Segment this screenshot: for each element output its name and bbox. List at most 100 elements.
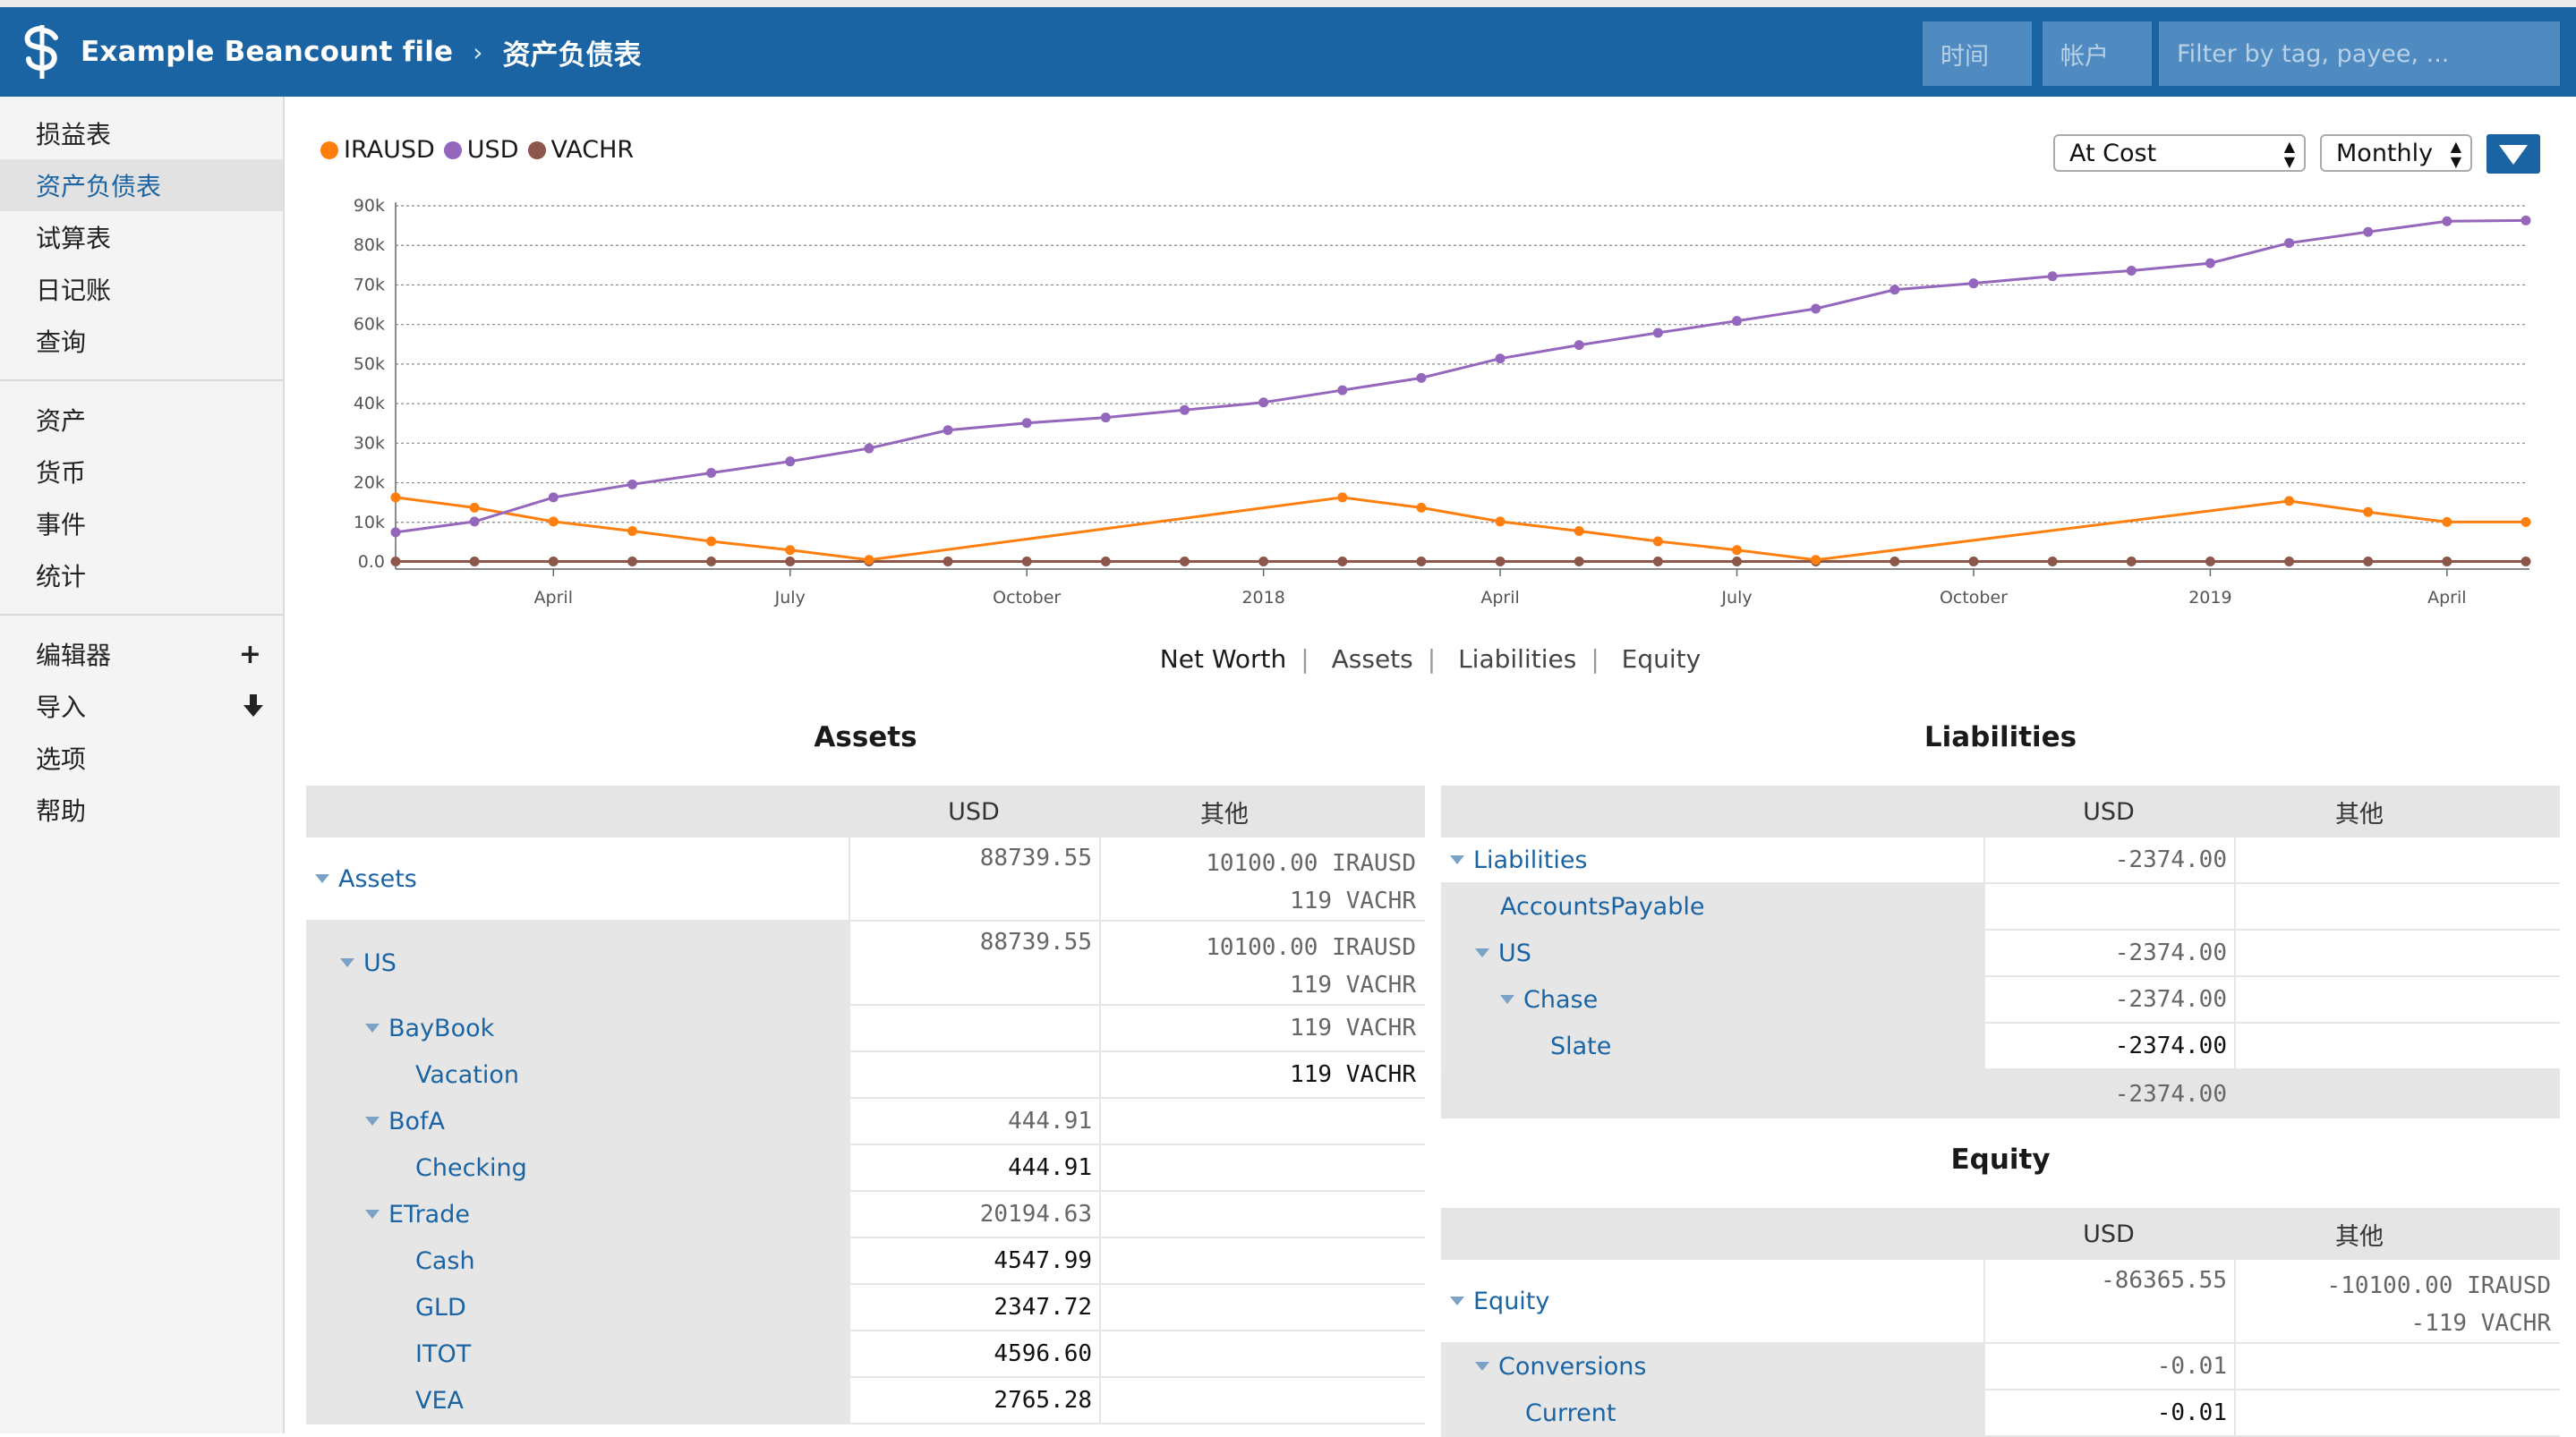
account-link[interactable]: Cash	[415, 1246, 475, 1275]
account-link[interactable]: AccountsPayable	[1500, 892, 1705, 921]
sidebar-item-label: 损益表	[36, 120, 112, 149]
other-amount-cell: 119 VACHR	[1099, 1052, 1425, 1097]
legend-item-irausd[interactable]: IRAUSD	[320, 136, 435, 164]
account-link[interactable]: BofA	[388, 1107, 446, 1135]
sidebar-item-help[interactable]: 帮助	[0, 784, 283, 836]
account-link[interactable]: US	[363, 948, 397, 977]
account-link[interactable]: Equity	[1473, 1287, 1550, 1315]
tag-payee-filter-input[interactable]: Filter by tag, payee, ...	[2159, 21, 2560, 86]
account-link[interactable]: Chase	[1523, 985, 1599, 1014]
legend-label: IRAUSD	[344, 136, 435, 164]
other-amount-cell	[1099, 1145, 1425, 1190]
account-row: AccountsPayable	[1441, 884, 2560, 931]
account-link[interactable]: ITOT	[415, 1339, 472, 1368]
account-name-cell: Conversions	[1441, 1344, 1983, 1389]
sidebar-item-label: 统计	[36, 562, 87, 591]
account-link[interactable]: VEA	[415, 1386, 464, 1415]
column-header-usd[interactable]: USD	[2083, 797, 2135, 826]
data-point-irausd	[2442, 516, 2452, 527]
other-amount-cell	[1099, 1238, 1425, 1283]
account-link[interactable]: Current	[1525, 1399, 1616, 1427]
sidebar-item-statistics[interactable]: 统计	[0, 549, 283, 601]
interval-select[interactable]: Monthly ▲ ▼	[2320, 134, 2472, 172]
sidebar-item-label: 选项	[36, 744, 87, 774]
sidebar-item-options[interactable]: 选项	[0, 732, 283, 784]
other-amount-line: 119 VACHR	[1290, 972, 1416, 999]
usd-amount-cell: -86365.55	[1983, 1260, 2234, 1342]
account-link[interactable]: ETrade	[388, 1200, 470, 1229]
account-link[interactable]: Slate	[1550, 1032, 1612, 1060]
tab-liabilities[interactable]: Liabilities	[1458, 644, 1577, 674]
sidebar-item-import[interactable]: 导入	[0, 680, 283, 732]
sidebar-item-income-statement[interactable]: 损益表	[0, 107, 283, 159]
account-link[interactable]: GLD	[415, 1293, 466, 1322]
data-point-vachr	[2047, 556, 2058, 566]
data-point-vachr	[785, 556, 796, 566]
sidebar-item-commodities[interactable]: 货币	[0, 446, 283, 497]
expand-triangle-icon[interactable]	[1450, 1297, 1464, 1305]
data-point-usd	[469, 516, 480, 527]
app-title[interactable]: Example Beancount file	[81, 36, 454, 68]
account-filter-input[interactable]: 帐户	[2043, 21, 2152, 86]
account-link[interactable]: Liabilities	[1473, 846, 1588, 874]
legend-item-vachr[interactable]: VACHR	[527, 136, 634, 164]
tab-equity[interactable]: Equity	[1621, 644, 1702, 674]
account-row: ETrade 20194.63	[306, 1192, 1425, 1238]
usd-amount-cell: 2347.72	[849, 1285, 1099, 1330]
time-filter-input[interactable]: 时间	[1923, 21, 2032, 86]
expand-triangle-icon[interactable]	[365, 1117, 380, 1126]
legend-item-usd[interactable]: USD	[443, 136, 519, 164]
data-point-irausd	[1652, 536, 1663, 547]
expand-triangle-icon[interactable]	[1450, 855, 1464, 864]
account-row: US -2374.00	[1441, 931, 2560, 977]
expand-triangle-icon[interactable]	[365, 1210, 380, 1219]
sidebar-item-events[interactable]: 事件	[0, 497, 283, 549]
data-point-irausd	[1416, 502, 1427, 513]
column-header-other[interactable]: 其他	[2335, 800, 2384, 829]
expand-triangle-icon[interactable]	[1475, 1362, 1489, 1371]
valuation-select[interactable]: At Cost ▲ ▼	[2053, 134, 2306, 172]
expand-triangle-icon[interactable]	[315, 874, 329, 883]
other-amount-cell	[1099, 1099, 1425, 1144]
expand-triangle-icon[interactable]	[340, 958, 354, 967]
expand-triangle-icon[interactable]	[1500, 995, 1514, 1004]
account-link[interactable]: Vacation	[415, 1060, 520, 1089]
usd-amount-cell: -2374.00	[1983, 977, 2234, 1022]
tab-net-worth[interactable]: Net Worth	[1159, 644, 1287, 674]
expand-triangle-icon[interactable]	[365, 1024, 380, 1033]
account-link[interactable]: Checking	[415, 1153, 527, 1182]
account-row: BayBook 119 VACHR	[306, 1006, 1425, 1052]
data-point-vachr	[2205, 556, 2215, 566]
data-point-vachr	[706, 556, 717, 566]
account-link[interactable]: BayBook	[388, 1014, 495, 1042]
account-row: VEA 2765.28	[306, 1378, 1425, 1424]
chart-toggle-button[interactable]	[2486, 134, 2540, 174]
data-point-usd	[2284, 238, 2295, 249]
account-row: Vacation 119 VACHR	[306, 1052, 1425, 1099]
column-header-other[interactable]: 其他	[1200, 800, 1249, 829]
download-icon[interactable]	[243, 694, 263, 718]
sidebar-item-balance-sheet[interactable]: 资产负债表	[0, 159, 283, 211]
sidebar-item-query[interactable]: 查询	[0, 315, 283, 367]
sidebar-item-editor[interactable]: 编辑器 +	[0, 628, 283, 680]
account-link[interactable]: Conversions	[1498, 1352, 1647, 1381]
beancount-logo-icon[interactable]	[20, 25, 64, 79]
expand-triangle-icon[interactable]	[1475, 948, 1489, 957]
account-link[interactable]: US	[1498, 939, 1531, 967]
sidebar-item-trial-balance[interactable]: 试算表	[0, 211, 283, 263]
column-header-other[interactable]: 其他	[2335, 1222, 2384, 1251]
tab-assets[interactable]: Assets	[1331, 644, 1413, 674]
data-point-vachr	[1495, 556, 1506, 566]
series-line-irausd	[395, 496, 2526, 562]
add-icon[interactable]: +	[238, 638, 261, 670]
tag-payee-filter-placeholder: Filter by tag, payee, ...	[2177, 39, 2450, 68]
column-header-usd[interactable]: USD	[948, 797, 1000, 826]
column-header-usd[interactable]: USD	[2083, 1220, 2135, 1248]
x-tick-label: April	[534, 588, 573, 608]
data-point-irausd	[1732, 545, 1743, 556]
liabilities-table: USD 其他 Liabilities -2374.00 AccountsPayabl…	[1441, 786, 2560, 1118]
other-amount-cell	[1099, 1285, 1425, 1330]
sidebar-item-journal[interactable]: 日记账	[0, 263, 283, 315]
account-link[interactable]: Assets	[338, 864, 417, 893]
sidebar-item-holdings[interactable]: 资产	[0, 394, 283, 446]
